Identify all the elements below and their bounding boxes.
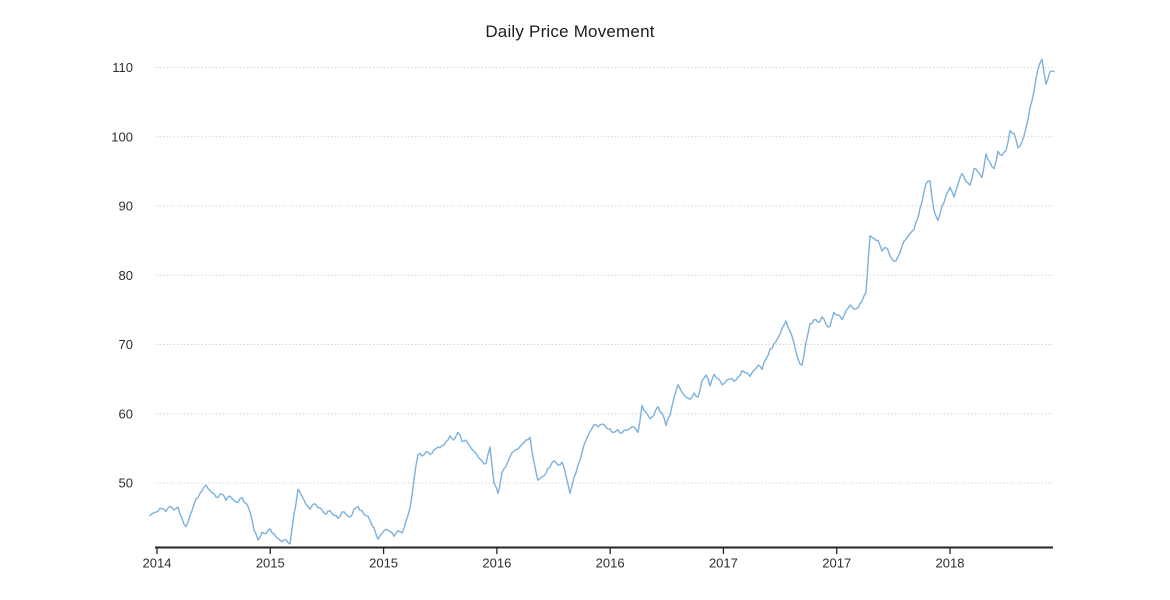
x-axis-label: 2017 <box>822 556 851 571</box>
y-axis-label: 60 <box>119 406 133 421</box>
x-axis-label: 2015 <box>256 556 285 571</box>
x-axis-label: 2016 <box>482 556 511 571</box>
x-axis-label: 2018 <box>936 556 965 571</box>
y-axis-label: 70 <box>119 337 133 352</box>
y-axis-label: 100 <box>111 129 133 144</box>
x-axis-label: 2014 <box>143 556 172 571</box>
y-axis-label: 50 <box>119 476 133 491</box>
y-axis-label: 110 <box>112 60 133 75</box>
y-axis-label: 90 <box>119 199 133 214</box>
x-axis-label: 2016 <box>596 556 625 571</box>
chart-title: Daily Price Movement <box>485 22 655 41</box>
price-line-series <box>149 58 1055 545</box>
x-axis-label: 2015 <box>369 556 398 571</box>
y-axis-label: 80 <box>119 268 133 283</box>
x-axis-label: 2017 <box>709 556 738 571</box>
